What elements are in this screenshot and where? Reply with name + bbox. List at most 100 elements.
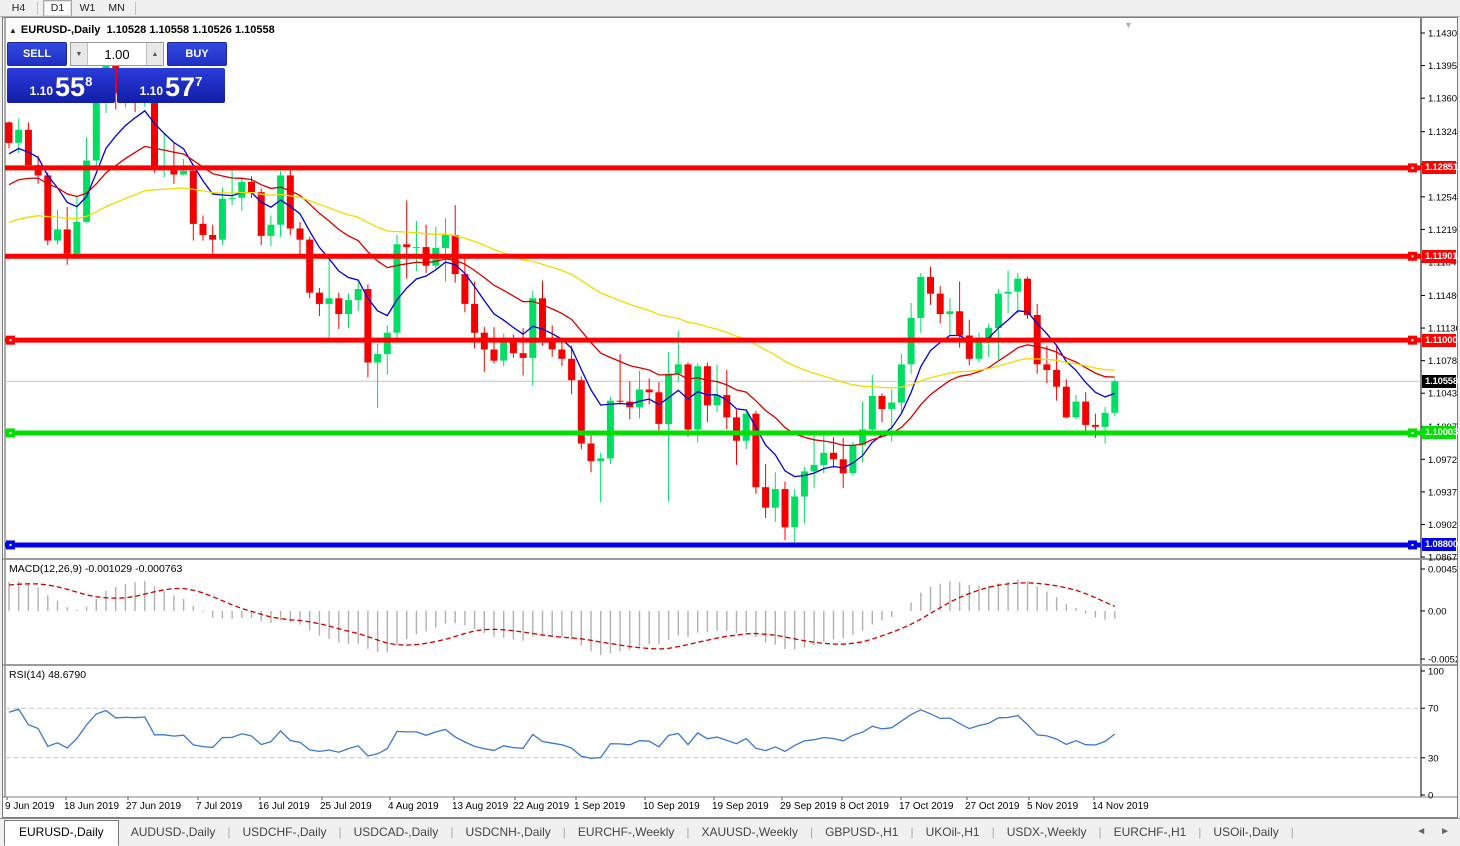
price-tick-label: 1.13950 [1428,61,1457,72]
price-tick-label: 1.10430 [1428,389,1457,400]
buy-price-display[interactable]: 1.10 57 7 [117,68,225,103]
current-bid-badge: 1.10558 [1422,375,1458,388]
price-tick-label: 1.11130 [1428,324,1457,335]
price-tick-label: 1.13600 [1428,94,1457,105]
line-handle-dot [9,339,12,342]
timeframe-button-w1[interactable]: W1 [79,1,96,14]
price-tick-label: 1.09720 [1428,455,1457,466]
chart-tab-usdx[interactable]: USDX-,Weekly [1006,825,1087,839]
date-axis-label: 10 Sep 2019 [643,801,700,812]
volume-stepper: ▼ ▲ [70,42,164,66]
price-tick-label: 1.12540 [1428,192,1457,203]
chart-tab-xauusd[interactable]: XAUUSD-,Weekly [701,825,798,839]
chart-ohlc-values: 1.10528 1.10558 1.10526 1.10558 [106,24,275,36]
line-handle-dot [9,431,12,434]
chart-tab-eurusd[interactable]: EURUSD-,Daily [4,820,119,846]
chart-tab-eurchf[interactable]: EURCHF-,H1 [1113,825,1187,839]
timeframe-button-mn[interactable]: MN [108,1,125,14]
date-axis-label: 8 Oct 2019 [840,801,889,812]
volume-decrease-button[interactable]: ▼ [71,43,88,65]
macd-signal-line [8,582,1116,650]
sell-button[interactable]: SELL [7,42,67,66]
chart-tab-ukoil[interactable]: UKOil-,H1 [925,825,980,839]
moving-average-line-55 [8,187,1115,389]
price-level-badge-1.10003: 1.10003 [1422,426,1458,439]
chart-tab-usoil[interactable]: USOil-,Daily [1213,825,1279,839]
price-level-badge-1.12851: 1.12851 [1422,161,1458,174]
timeframe-button-h4[interactable]: H4 [11,1,26,14]
chart-symbol-label: EURUSD-,Daily [20,24,101,36]
date-axis-label: 22 Aug 2019 [513,801,570,812]
tab-separator: | [338,825,342,839]
buy-price-prefix: 1.10 [139,84,164,98]
price-level-badge-1.11901: 1.11901 [1422,250,1458,263]
macd-tick-label: -0.005205 [1428,655,1457,666]
rsi-line [8,708,1116,759]
sell-price-prefix: 1.10 [29,84,54,98]
volume-increase-button[interactable]: ▲ [146,43,163,65]
macd-histogram [8,579,1116,656]
line-handle-dot [1411,431,1414,434]
sell-price-display[interactable]: 1.10 55 8 [7,68,115,103]
date-axis-label: 4 Aug 2019 [388,801,439,812]
tab-separator: | [450,825,454,839]
price-tick-label: 1.09020 [1428,520,1457,531]
date-axis-label: 29 Sep 2019 [780,801,837,812]
rsi-indicator-label: RSI(14) 48.6790 [9,669,87,681]
moving-average-line-21 [8,145,1115,447]
price-chart-canvas[interactable]: 1.143001.139501.136001.132401.128901.125… [3,18,1457,817]
timeframe-button-d1[interactable]: D1 [43,0,72,17]
price-tick-label: 1.13240 [1428,127,1457,138]
rsi-tick-label: 0 [1428,791,1433,802]
date-axis-label: 19 Sep 2019 [712,801,769,812]
chart-tab-audusd[interactable]: AUDUSD-,Daily [130,825,216,839]
chart-shift-marker-icon[interactable]: ▼ [1124,20,1133,30]
price-tick-label: 1.14300 [1428,29,1457,40]
macd-tick-label: 0.004536 [1428,565,1457,576]
price-tick-label: 1.11480 [1428,291,1457,302]
macd-indicator-label: MACD(12,26,9) -0.001029 -0.000763 [9,563,183,575]
chart-tab-gbpusd[interactable]: GBPUSD-,H1 [825,825,899,839]
chart-tab-usdcad[interactable]: USDCAD-,Daily [353,825,439,839]
collapse-arrow-icon[interactable]: ▲ [9,26,17,35]
tab-separator: | [809,825,814,839]
tab-separator: | [1098,825,1102,839]
tab-scroll-left-icon[interactable]: ◄ [1416,826,1427,837]
price-level-badge-1.11000: 1.11000 [1422,334,1458,347]
date-axis-label: 16 Jul 2019 [258,801,310,812]
tab-separator: | [1198,825,1202,839]
date-axis-label: 14 Nov 2019 [1092,801,1149,812]
line-handle-dot [1411,543,1414,546]
chart-tab-usdchf[interactable]: USDCHF-,Daily [242,825,327,839]
date-axis-label: 17 Oct 2019 [899,801,954,812]
tab-separator: | [1290,825,1294,839]
price-level-badge-1.08800: 1.08800 [1422,538,1458,551]
date-axis-label: 9 Jun 2019 [5,801,55,812]
price-tick-label: 1.12190 [1428,225,1457,236]
date-axis-label: 27 Oct 2019 [965,801,1020,812]
toolbar-separator [135,1,136,15]
volume-input[interactable] [88,43,146,65]
candlestick-series [5,49,1119,546]
timeframe-toolbar: H4 D1 W1 MN [0,0,1460,17]
buy-button[interactable]: BUY [167,42,227,66]
date-axis-label: 5 Nov 2019 [1027,801,1079,812]
tab-separator: | [227,825,231,839]
tab-separator: | [686,825,690,839]
buy-price-big: 57 [165,72,196,102]
chart-tab-usdcnh[interactable]: USDCNH-,Daily [465,825,551,839]
tab-separator: | [991,825,995,839]
rsi-tick-label: 30 [1428,753,1439,764]
date-axis-label: 25 Jul 2019 [320,801,372,812]
buy-price-pip: 7 [195,74,203,89]
line-handle-dot [1411,339,1414,342]
chart-tab-bar: EURUSD-,Daily AUDUSD-,Daily | USDCHF-,Daily… [0,818,1460,846]
sell-price-big: 55 [55,72,86,102]
tab-separator: | [910,825,914,839]
tab-scroll-right-icon[interactable]: ► [1440,826,1450,837]
rsi-tick-label: 100 [1428,667,1444,678]
tab-separator: | [562,825,566,839]
sell-price-pip: 8 [85,74,93,89]
date-axis-label: 18 Jun 2019 [64,801,120,812]
chart-tab-eurchf[interactable]: EURCHF-,Weekly [577,825,675,839]
